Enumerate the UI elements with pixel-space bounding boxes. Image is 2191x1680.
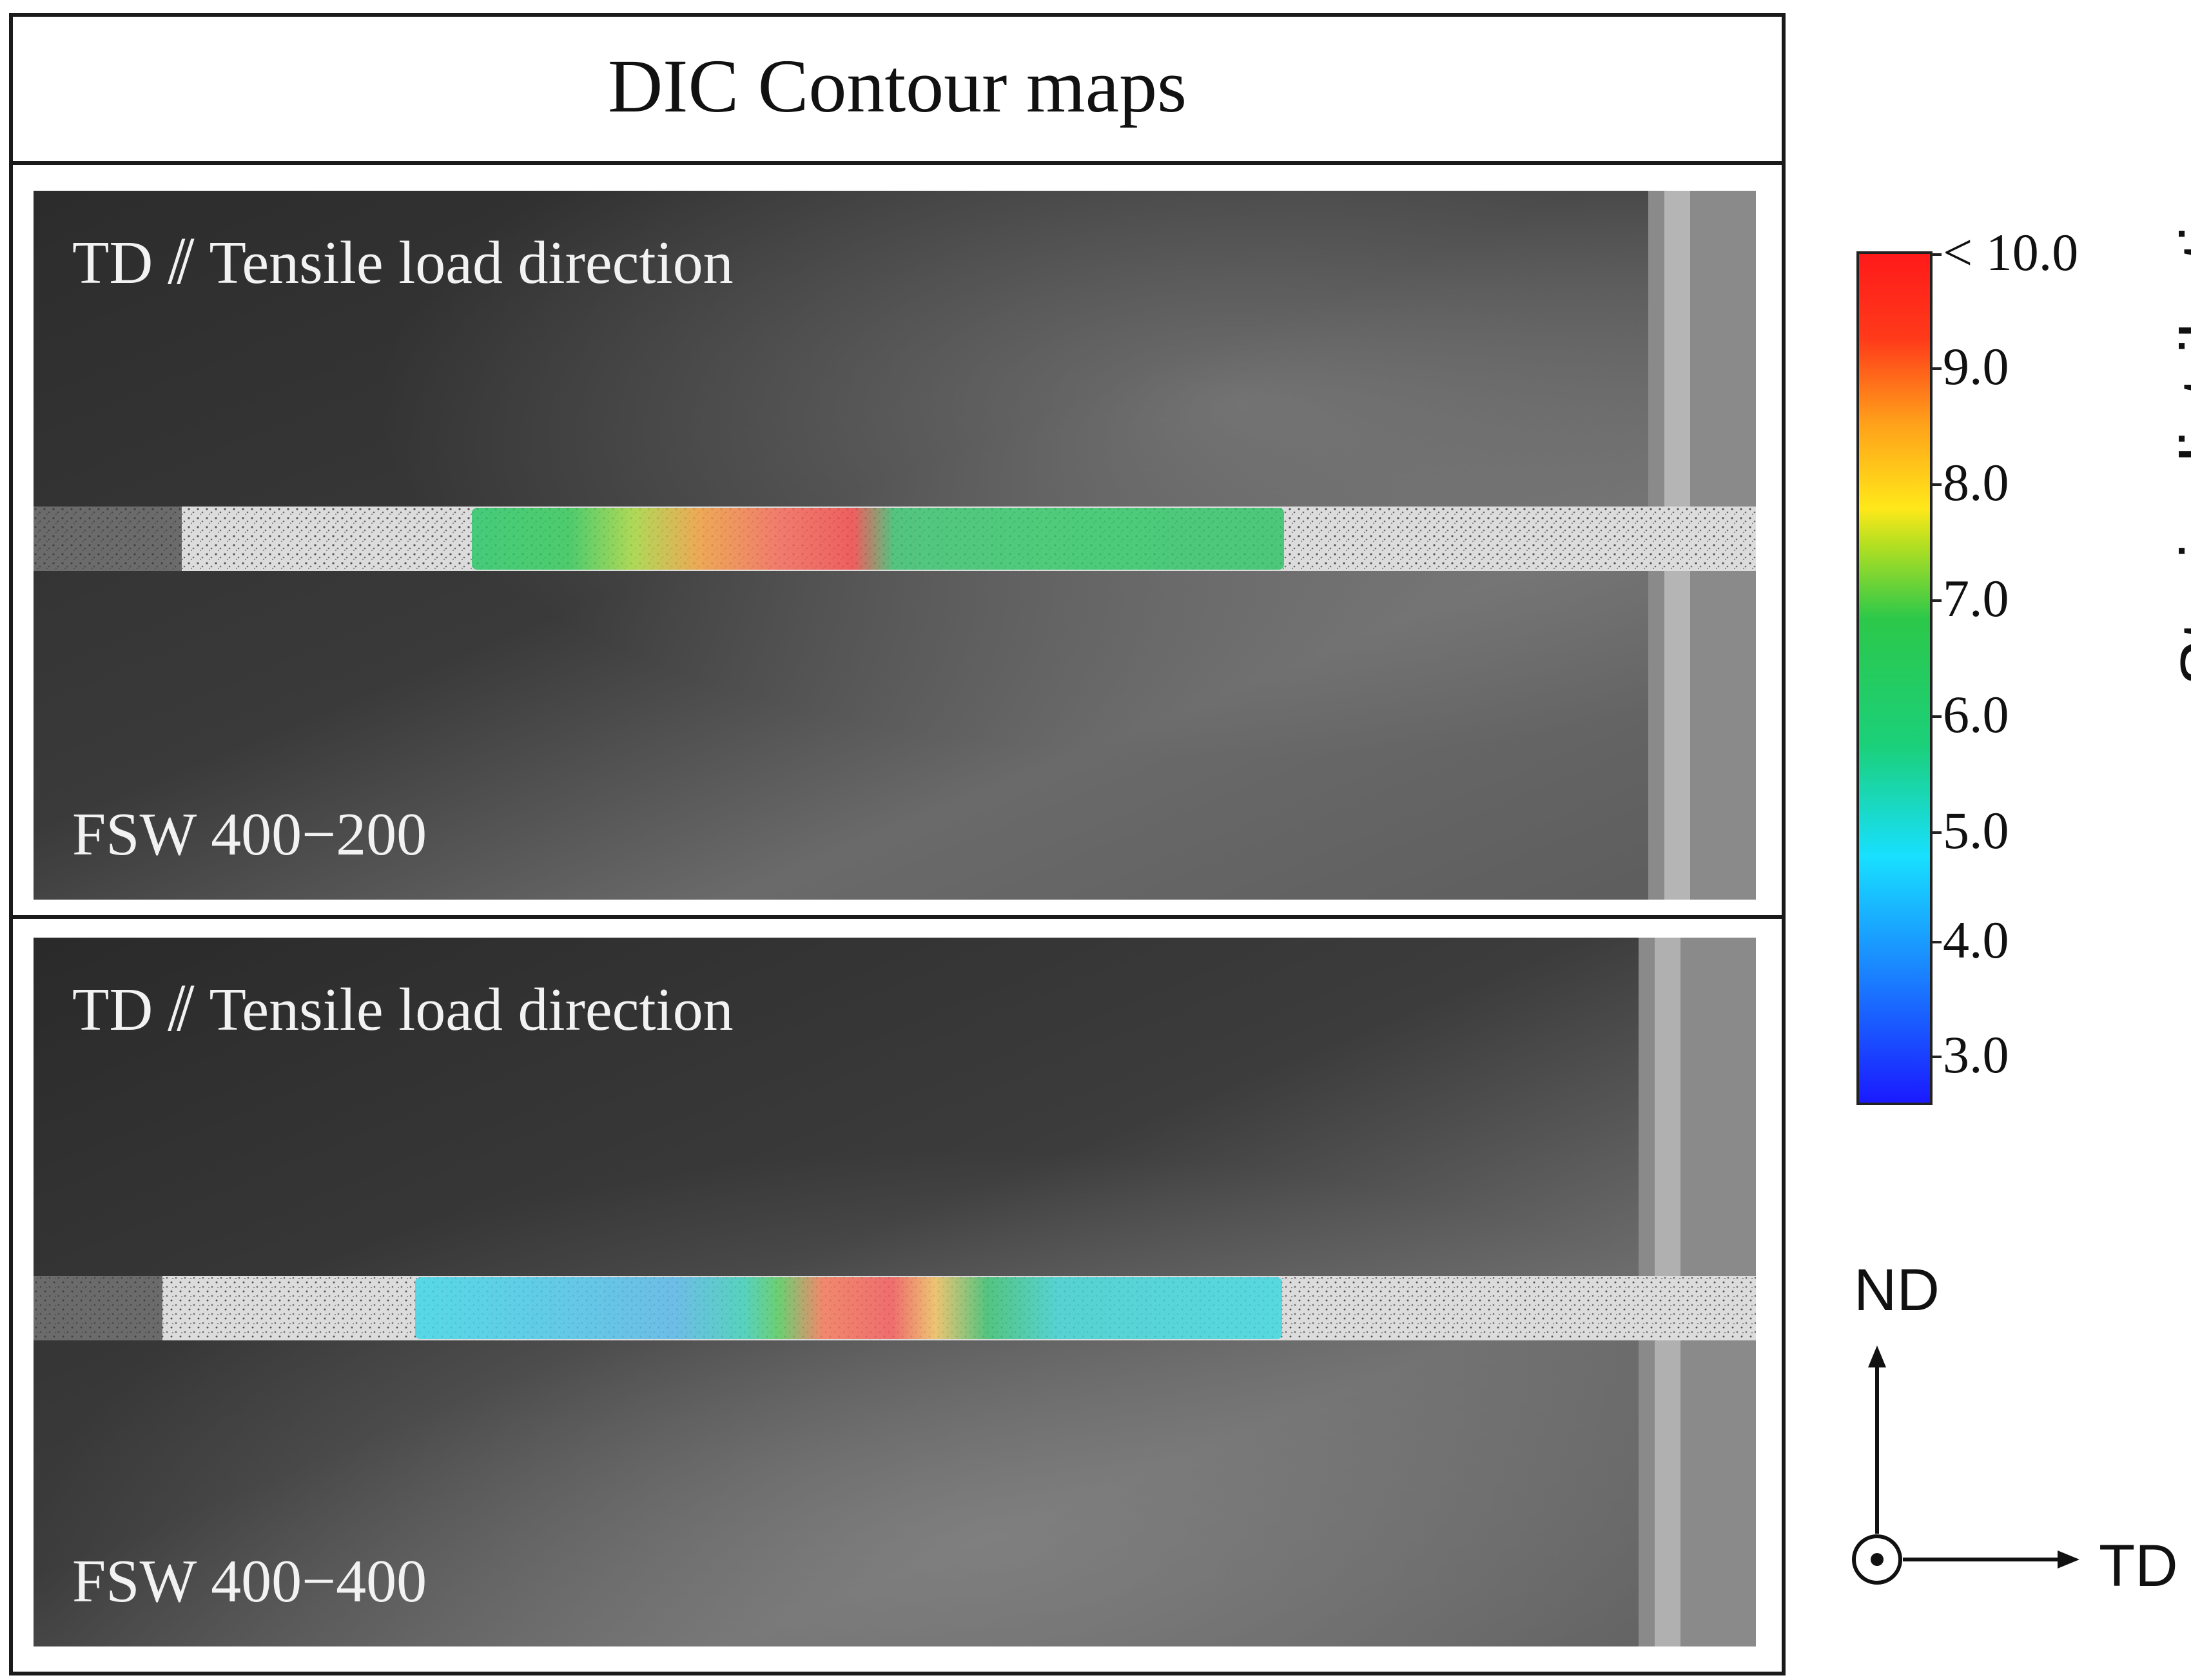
colorbar-tick-mark — [1930, 483, 1942, 486]
colorbar-tick-label: 6.0 — [1943, 685, 2009, 744]
colorbar-tick-mark — [1930, 1056, 1942, 1058]
sample-label: FSW 400−400 — [72, 1548, 427, 1615]
colorbar-tick-mark — [1930, 831, 1942, 834]
specimen-photo — [34, 191, 1756, 900]
colorbar-tick-mark — [1930, 599, 1942, 602]
axis-indicator — [1852, 1346, 2079, 1585]
colorbar-tick-label: 5.0 — [1943, 801, 2009, 860]
colorbar-tick-mark — [1930, 253, 1942, 256]
colorbar-tick-label: 4.0 — [1943, 911, 2009, 969]
colorbar-tick-label: 9.0 — [1943, 337, 2009, 396]
colorbar-tick-label: < 10.0 — [1943, 223, 2079, 282]
colorbar-tick-label: 8.0 — [1943, 453, 2009, 512]
colorbar-tick-mark — [1930, 715, 1942, 718]
colorbar-tick-mark — [1930, 367, 1942, 370]
dic-image-fsw-400-200: TD ⫽ Tensile load direction FSW 400−200 — [34, 191, 1756, 900]
dot-in-circle-icon — [1852, 1534, 1902, 1585]
td-arrowhead-icon — [2058, 1550, 2079, 1569]
colorbar-tick-label: 3.0 — [1943, 1025, 2009, 1084]
colorbar-tick-label: 7.0 — [1943, 569, 2009, 628]
sample-label: FSW 400−200 — [72, 801, 427, 868]
nd-arrowhead-icon — [1868, 1346, 1886, 1367]
nd-label: ND — [1854, 1257, 1940, 1323]
direction-label: TD ⫽ Tensile load direction — [72, 976, 734, 1043]
colorbar-axis-label: Strain distribution — [2166, 148, 2191, 686]
direction-label: TD ⫽ Tensile load direction — [72, 229, 734, 296]
specimen-photo — [34, 938, 1756, 1646]
dot-center — [1871, 1553, 1884, 1566]
td-label: TD — [2099, 1533, 2178, 1599]
figure-title: DIC Contour maps — [607, 44, 1187, 128]
title-frame: DIC Contour maps — [9, 13, 1786, 165]
colorbar-tick-mark — [1930, 941, 1942, 943]
strain-colorbar — [1856, 251, 1933, 1105]
dic-image-fsw-400-400: TD ⫽ Tensile load direction FSW 400−400 — [34, 938, 1756, 1646]
